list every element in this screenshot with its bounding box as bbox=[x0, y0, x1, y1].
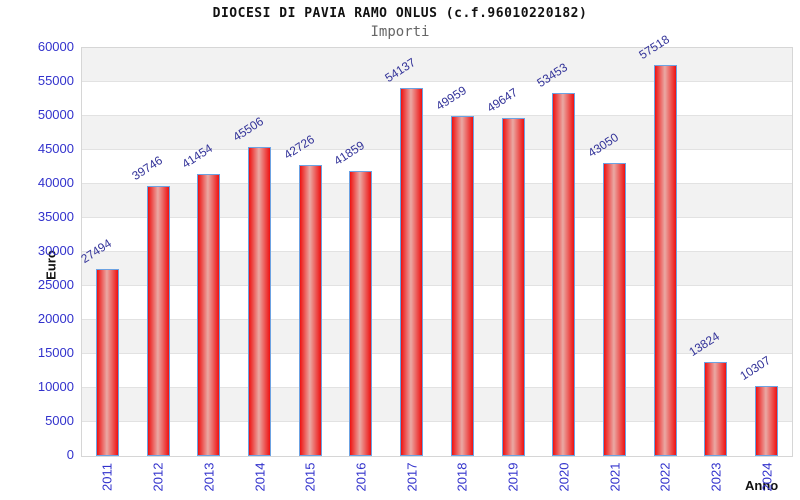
gridline bbox=[82, 319, 792, 320]
x-axis-title: Anno bbox=[745, 478, 779, 493]
y-tick-label: 5000 bbox=[45, 413, 74, 428]
gridline bbox=[82, 285, 792, 286]
bar-2017 bbox=[400, 88, 424, 456]
bar-value-label: 49959 bbox=[433, 83, 469, 113]
bar-2021 bbox=[603, 163, 626, 456]
bar-2016 bbox=[349, 171, 373, 456]
y-tick-label: 10000 bbox=[37, 379, 74, 394]
gridline bbox=[82, 251, 792, 252]
chart-subtitle: Importi bbox=[370, 24, 430, 40]
x-tick-label: 2012 bbox=[150, 462, 166, 492]
bar-value-label: 42726 bbox=[281, 132, 317, 162]
y-tick-label: 55000 bbox=[37, 73, 74, 88]
y-tick-label: 0 bbox=[66, 447, 74, 462]
bar-2013 bbox=[197, 174, 221, 456]
x-tick-label: 2023 bbox=[708, 462, 724, 492]
chart-title: DIOCESI DI PAVIA RAMO ONLUS (c.f.9601022… bbox=[212, 6, 588, 21]
bar-2020 bbox=[552, 93, 576, 456]
gridline bbox=[82, 183, 792, 184]
bar-2022 bbox=[653, 65, 677, 456]
y-tick-label: 25000 bbox=[37, 277, 74, 292]
bar-value-label: 45506 bbox=[230, 114, 266, 144]
y-tick-label: 50000 bbox=[37, 107, 74, 122]
y-tick-label: 35000 bbox=[37, 209, 74, 224]
bar-value-label: 10307 bbox=[737, 353, 774, 383]
y-tick-label: 15000 bbox=[37, 345, 74, 360]
bar-2024 bbox=[755, 386, 779, 456]
bar-2012 bbox=[146, 186, 170, 456]
bar-value-label: 13824 bbox=[686, 329, 723, 359]
plot-area: 27494 39746 41454 45506 42726 41859 54137 49959… bbox=[78, 32, 793, 457]
gridline bbox=[82, 149, 792, 150]
x-tick-label: 2018 bbox=[454, 462, 470, 492]
bar-2015 bbox=[298, 165, 322, 456]
gridline bbox=[82, 81, 792, 82]
y-tick-label: 45000 bbox=[37, 141, 74, 156]
x-tick-label: 2014 bbox=[252, 462, 267, 492]
y-tick-label: 60000 bbox=[37, 39, 74, 54]
x-tick-label: 2011 bbox=[99, 463, 115, 491]
x-tick-label: 2020 bbox=[556, 462, 572, 492]
gridline bbox=[82, 115, 792, 116]
x-tick-label: 2016 bbox=[353, 462, 369, 492]
gridline bbox=[82, 353, 792, 354]
bar-2023 bbox=[704, 362, 728, 456]
x-tick-label: 2015 bbox=[302, 462, 318, 492]
gridline bbox=[82, 217, 792, 218]
gridline bbox=[82, 421, 792, 422]
y-tick-label: 20000 bbox=[37, 311, 74, 326]
bar-2018 bbox=[450, 116, 474, 456]
x-tick-label: 2021 bbox=[607, 462, 622, 492]
gridline bbox=[82, 387, 792, 388]
bar-2014 bbox=[248, 147, 271, 456]
x-tick-label: 2013 bbox=[201, 462, 217, 492]
y-tick-label: 40000 bbox=[37, 175, 74, 190]
bar-value-label: 53453 bbox=[534, 60, 571, 90]
bar-value-label: 49647 bbox=[483, 85, 520, 115]
x-tick-label: 2017 bbox=[404, 462, 420, 492]
x-tick-label: 2024 bbox=[759, 462, 775, 492]
y-tick-label: 30000 bbox=[37, 243, 74, 258]
x-tick-label: 2019 bbox=[505, 462, 521, 492]
bar-value-label: 27494 bbox=[78, 236, 114, 266]
bar-2011 bbox=[95, 269, 119, 456]
bar-value-label: 43050 bbox=[585, 130, 621, 160]
bar-value-label: 41859 bbox=[331, 138, 368, 168]
bar-value-label: 41454 bbox=[179, 141, 216, 171]
bar-2019 bbox=[501, 118, 525, 456]
bar-value-label: 39746 bbox=[128, 153, 165, 183]
x-tick-label: 2022 bbox=[657, 462, 673, 492]
